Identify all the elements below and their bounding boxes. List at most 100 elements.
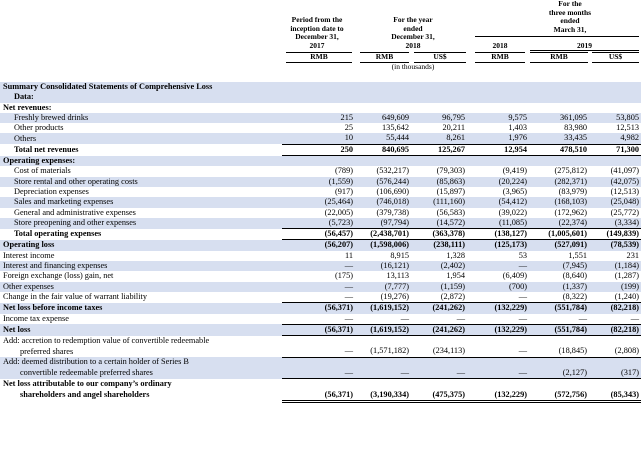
row-value: (56,207)	[282, 239, 355, 251]
row-value	[529, 155, 589, 167]
row-value: (241,262)	[411, 302, 467, 314]
row-value: (2,872)	[411, 291, 467, 304]
row-value	[355, 336, 411, 347]
row-value: (7,777)	[355, 281, 411, 292]
currency-label: RMB	[375, 52, 394, 61]
row-value: 4,982	[589, 133, 641, 145]
row-label: Other expenses	[0, 281, 282, 292]
currency-rule	[475, 62, 525, 63]
row-value: 33,435	[529, 133, 589, 145]
row-value: 12,954	[467, 144, 529, 157]
row-label: Foreign exchange (loss) gain, net	[3, 271, 114, 281]
row-value: —	[411, 313, 467, 325]
table-row: convertible redeemable preferred shares —…	[0, 368, 641, 380]
row-value	[355, 155, 411, 167]
row-label: Sales and marketing expenses	[0, 197, 282, 208]
row-value	[282, 336, 355, 347]
row-value: (85,863)	[411, 176, 467, 187]
row-value: (3,965)	[502, 186, 527, 196]
table-row: Store rental and other operating costs (1…	[0, 176, 641, 187]
row-value: (56,583)	[436, 207, 465, 217]
row-value	[282, 379, 355, 390]
row-value: (14,572)	[411, 217, 467, 230]
row-value	[589, 357, 641, 369]
row-value	[282, 103, 355, 113]
row-value: 83,980	[564, 123, 587, 133]
row-value: (82,218)	[589, 302, 641, 314]
row-value: (78,539)	[589, 239, 641, 251]
currency-label: US$	[608, 52, 623, 61]
table-row: Store preopening and other expenses (5,72…	[0, 217, 641, 230]
row-value: 8,261	[411, 133, 467, 145]
row-value: (25,772)	[610, 207, 639, 217]
col23-header: For the year ended December 31, 2018	[360, 15, 466, 50]
in-thousands-note: (in thousands)	[391, 62, 435, 71]
row-value: —	[282, 368, 355, 380]
row-value: (1,005,601)	[529, 228, 589, 241]
col1-header-line: December 31,	[295, 32, 339, 41]
currency-rule	[414, 62, 466, 63]
row-value: 53	[518, 250, 527, 260]
row-value: (1,619,152)	[355, 302, 411, 314]
col4-year: 2018	[492, 41, 508, 50]
row-value: (106,690)	[376, 186, 410, 196]
row-value	[589, 82, 641, 93]
row-value: (56,371)	[282, 324, 355, 337]
table-row: Net loss before income taxes (56,371) (1,6…	[0, 302, 641, 314]
table-row: Cost of materials (789) (532,217) (79,303) (…	[0, 166, 641, 176]
currency-rule	[286, 52, 352, 53]
col456-rule	[475, 36, 639, 37]
row-value: 71,300	[589, 144, 641, 157]
row-label: Others	[0, 133, 282, 145]
row-value: (42,075)	[589, 176, 641, 187]
row-value: (2,127)	[529, 368, 589, 380]
row-value: (85,343)	[589, 389, 641, 403]
row-label: shareholders and angel shareholders	[20, 390, 150, 400]
row-value: (111,160)	[411, 197, 467, 208]
row-value: (25,048)	[589, 197, 641, 208]
col1-header-line: Period from the	[291, 15, 343, 24]
table-row: Foreign exchange (loss) gain, net (175) 13…	[0, 271, 641, 281]
row-value	[467, 336, 529, 347]
row-value: —	[282, 346, 355, 358]
row-value: 649,609	[355, 112, 411, 124]
row-label: General and administrative expenses	[14, 207, 136, 217]
row-value: (39,022)	[498, 207, 527, 217]
currency-rule	[475, 52, 525, 53]
row-value: (25,464)	[282, 197, 355, 208]
row-value: 125,267	[411, 144, 467, 157]
row-value: (20,224)	[467, 176, 529, 187]
row-value: 250	[282, 144, 355, 157]
row-label: Net revenues:	[3, 102, 52, 112]
col23-header-line: For the year	[393, 15, 433, 24]
col1-header-line: 2017	[309, 40, 325, 50]
row-value: (132,229)	[467, 302, 529, 314]
row-value: (83,979)	[558, 186, 587, 196]
row-label: Income tax expense	[3, 313, 69, 323]
row-value: (238,111)	[411, 239, 467, 251]
row-value: 135,642	[382, 123, 409, 133]
row-value: 96,795	[411, 112, 467, 124]
row-value: 478,510	[529, 144, 589, 157]
col1-header-line: inception date to	[290, 23, 344, 33]
row-value: (82,218)	[589, 324, 641, 337]
row-value	[467, 155, 529, 167]
row-value: (789)	[335, 166, 353, 176]
currency-rule	[286, 62, 352, 63]
row-label: Change in the fair value of warrant liab…	[3, 292, 147, 302]
row-value: 840,695	[355, 144, 411, 157]
row-value: (1,240)	[589, 291, 641, 304]
row-value: 1,328	[446, 250, 465, 260]
row-value	[355, 103, 411, 113]
currency-label: RMB	[491, 52, 509, 61]
row-value	[589, 92, 641, 103]
row-value	[411, 357, 467, 369]
row-value: (551,784)	[529, 302, 589, 314]
col56-header-line: March 31,	[553, 24, 587, 34]
row-value: —	[355, 313, 411, 325]
row-value: (532,217)	[376, 166, 410, 176]
row-value	[589, 336, 641, 347]
row-value: (572,756)	[529, 389, 589, 403]
row-value: (149,839)	[589, 228, 641, 241]
table-row: Net loss attributable to our company’s o…	[0, 379, 641, 390]
